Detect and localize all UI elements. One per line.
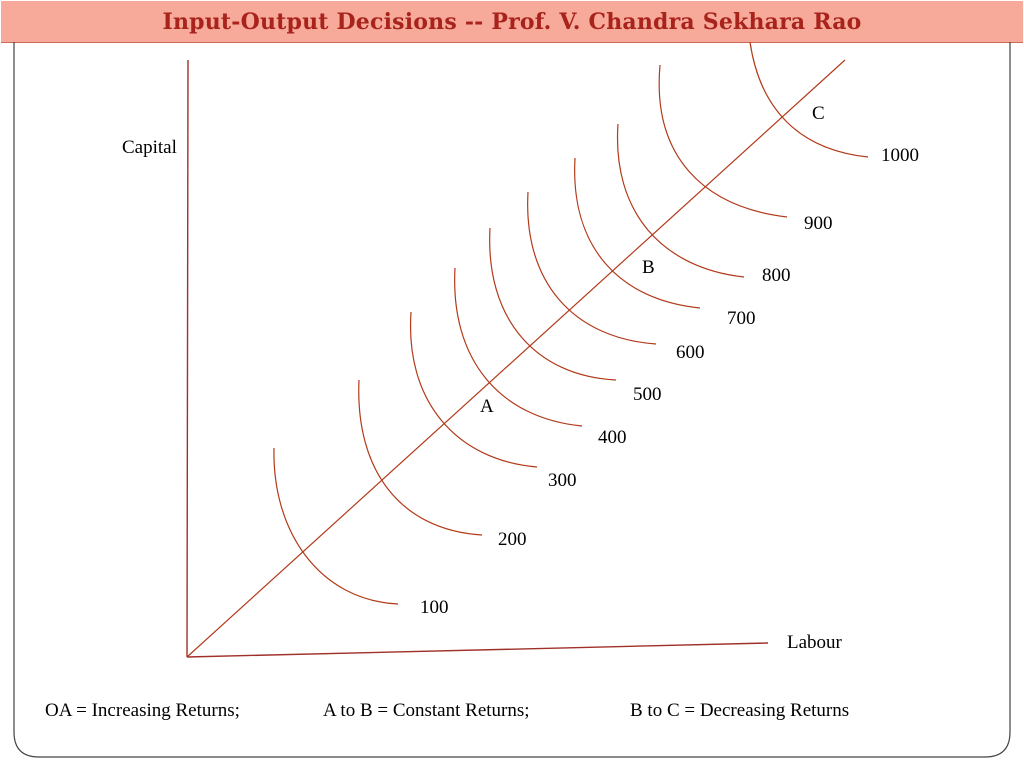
isoquant-1000 [749, 41, 869, 158]
isoquant-700 [574, 157, 701, 309]
slide-border [13, 42, 1011, 758]
isoquant-label-600: 600 [676, 342, 705, 363]
legend-increasing-returns: OA = Increasing Returns; [45, 700, 240, 721]
isoquant-900 [658, 64, 788, 218]
capital-axis [186, 59, 189, 658]
point-c-label: C [812, 103, 825, 124]
isoquant-label-1000: 1000 [881, 145, 919, 166]
capital-axis-label: Capital [122, 137, 177, 158]
isoquant-label-900: 900 [804, 213, 833, 234]
slide-title: Input-Output Decisions -- Prof. V. Chand… [162, 8, 862, 35]
isoquant-label-700: 700 [727, 308, 756, 329]
isoquant-label-300: 300 [548, 470, 577, 491]
isoquant-label-100: 100 [420, 597, 449, 618]
isoquant-label-500: 500 [633, 384, 662, 405]
isoquant-label-800: 800 [762, 265, 791, 286]
slide-title-bar: Input-Output Decisions -- Prof. V. Chand… [1, 1, 1023, 43]
isoquant-500 [489, 227, 617, 381]
isoquant-label-400: 400 [598, 427, 627, 448]
isoquant-200 [358, 379, 483, 536]
isoquant-800 [616, 123, 745, 278]
expansion-path [186, 59, 846, 658]
isoquant-100 [273, 447, 399, 605]
labour-axis [186, 642, 769, 658]
isoquant-400 [454, 267, 583, 427]
legend-constant-returns: A to B = Constant Returns; [323, 700, 530, 721]
point-b-label: B [642, 257, 655, 278]
isoquant-label-200: 200 [498, 529, 527, 550]
legend-decreasing-returns: B to C = Decreasing Returns [630, 700, 850, 721]
labour-axis-label: Labour [787, 632, 842, 653]
point-a-label: A [480, 396, 494, 417]
isoquant-600 [527, 191, 657, 345]
isoquant-300 [409, 311, 538, 468]
